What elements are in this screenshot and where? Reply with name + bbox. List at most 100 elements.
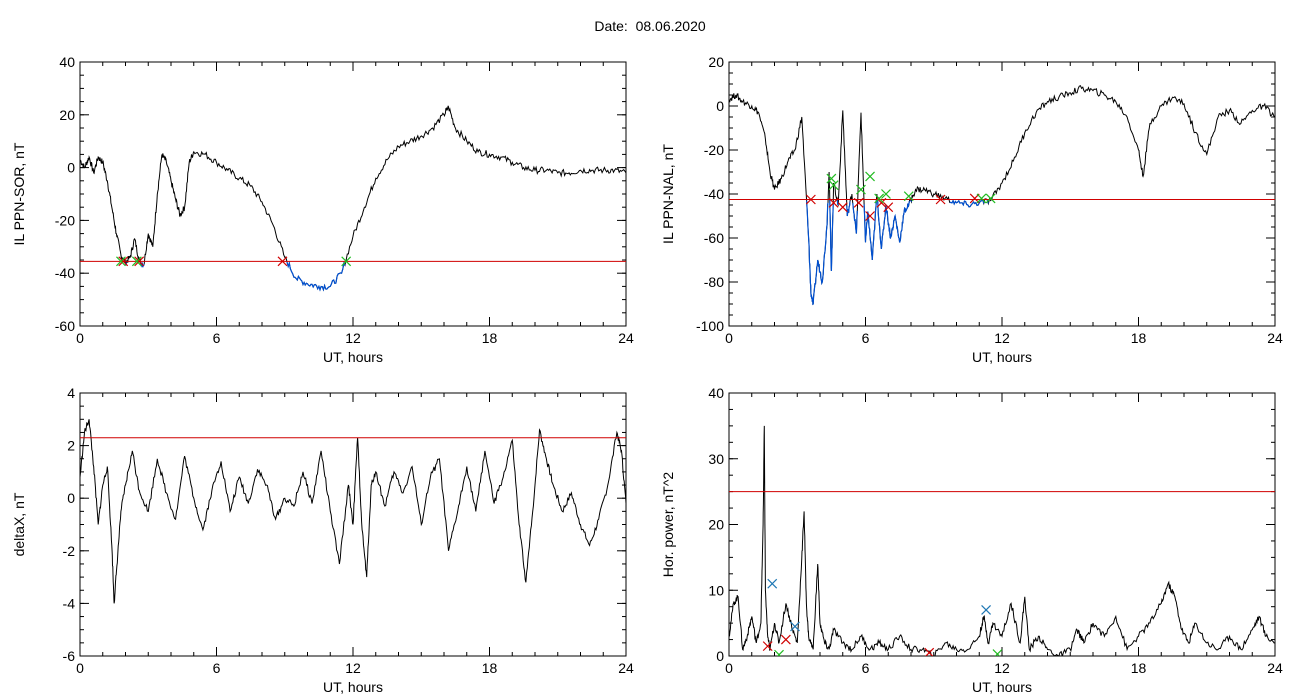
below-threshold-segment [876,199,910,250]
end-marker [992,649,1003,656]
end-marker-stroke [856,184,866,195]
x-tick-label: 18 [482,330,498,346]
below-threshold-segment [806,200,829,306]
below-threshold-segment [910,200,913,203]
y-tick-label: 0 [67,490,75,506]
y-tick-label: 30 [708,451,724,467]
x-tick-label: 18 [1131,330,1147,346]
x-axis-label: UT, hours [323,349,383,365]
end-marker [131,256,142,267]
end-marker [341,256,352,267]
onset-marker-stroke [935,194,946,205]
end-marker [976,193,987,204]
y-tick-label: 40 [59,54,75,70]
peak-marker-stroke [767,578,778,589]
below-threshold-segment [852,203,858,234]
end-marker-stroke [776,649,784,656]
end-marker-stroke [826,173,837,184]
end-marker [116,256,126,267]
plot-frame [79,61,627,327]
plot-area [729,425,1275,656]
onset-marker [762,641,773,652]
panel-sor: 0 6 12 18 24 -60 -40 -20 0 20 40 UT, hours IL PPN-SO… [11,54,634,365]
y-tick-label: 20 [708,54,724,70]
below-threshold-segment [949,199,985,208]
end-marker [903,191,914,202]
below-threshold-segment [863,199,877,261]
y-tick-label: -40 [704,186,724,202]
plot-frame [728,392,1276,657]
onset-marker-stroke [780,634,791,645]
y-tick-label: 2 [67,438,75,454]
y-tick-label: -60 [55,318,75,334]
peak-marker-stroke [790,621,800,632]
onset-marker [853,197,864,208]
peak-marker [790,621,800,632]
end-marker [881,189,891,199]
x-tick-label: 0 [76,330,84,346]
y-tick-label: -20 [55,212,75,228]
y-tick-label: -4 [63,595,76,611]
x-tick-label: 24 [618,330,634,346]
x-tick-label: 0 [725,660,733,676]
onset-marker-stroke [762,641,773,652]
below-threshold-segment [836,200,839,206]
x-tick-label: 24 [1267,330,1283,346]
below-threshold-segment [846,201,851,217]
y-tick-label: 4 [67,385,75,401]
series-line [80,105,626,292]
series-line [729,85,1275,306]
y-tick-label: -6 [63,648,76,664]
y-tick-label: -2 [63,543,76,559]
y-tick-label: -100 [696,318,724,334]
x-axis-label: UT, hours [972,679,1032,695]
below-threshold-segment [829,200,834,272]
onset-marker [805,194,816,205]
end-marker [856,184,866,195]
panel-power: 0 6 12 18 24 0 10 20 30 40 UT, hours Hor. power, nT… [660,385,1283,695]
series-line [729,425,1275,656]
end-marker [774,649,784,656]
y-tick-label: 10 [708,582,724,598]
y-tick-label: -80 [704,274,724,290]
end-marker-stroke [985,193,996,204]
onset-marker [865,211,875,221]
onset-marker-stroke [134,256,145,267]
peak-marker [767,578,778,589]
onset-marker [924,647,935,656]
y-tick-label: 0 [67,160,75,176]
end-marker-stroke [116,256,126,267]
y-tick-label: 0 [716,648,724,664]
onset-marker-stroke [925,647,935,656]
series-line [80,419,626,604]
below-threshold-segment [286,260,346,292]
y-tick-label: -40 [55,265,75,281]
y-axis-label: IL PPN-SOR, nT [11,142,27,245]
onset-marker-stroke [876,197,887,208]
peak-marker-stroke [981,605,991,615]
plot-area [80,105,626,292]
onset-marker-stroke [837,202,848,213]
y-tick-label: -20 [704,142,724,158]
x-axis-label: UT, hours [972,349,1032,365]
end-marker-stroke [131,256,142,267]
panel-nal: 0 6 12 18 24 -100 -80 -60 -40 -20 0 20 UT, hours IL P… [660,54,1283,365]
y-tick-label: -60 [704,230,724,246]
y-tick-label: 20 [59,107,75,123]
onset-marker-stroke [853,197,864,208]
onset-marker-stroke [865,211,875,221]
x-tick-label: 12 [994,330,1010,346]
end-marker [828,180,839,191]
plot-area [80,419,626,604]
x-tick-label: 0 [76,660,84,676]
x-tick-label: 0 [725,330,733,346]
onset-marker [118,256,129,267]
y-axis-label: IL PPN-NAL, nT [660,144,676,244]
end-marker-stroke [976,193,987,204]
peak-marker [981,605,991,615]
y-tick-label: 20 [708,517,724,533]
x-tick-label: 6 [862,330,870,346]
onset-marker-stroke [883,202,894,213]
